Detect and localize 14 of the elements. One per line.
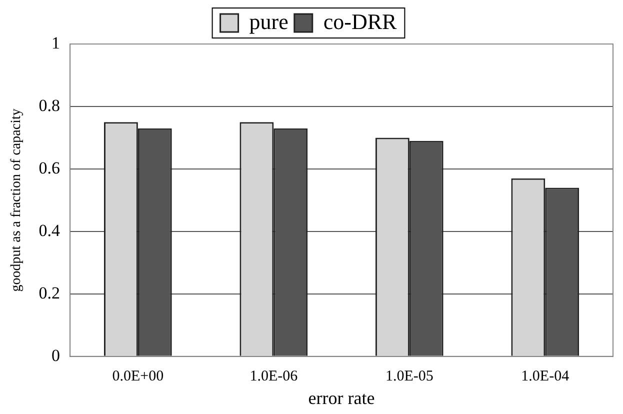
x-tick-label: 1.0E-04 (521, 368, 570, 384)
x-tick-label: 1.0E-05 (385, 368, 434, 384)
x-axis-title: error rate (308, 388, 375, 408)
x-tick-label: 1.0E-06 (250, 368, 298, 384)
y-tick-label: 0.2 (38, 283, 60, 302)
y-tick-label: 0.6 (38, 158, 60, 178)
x-tick-label: 0.0E+00 (112, 368, 164, 384)
legend-label: co-DRR (323, 8, 398, 34)
y-tick-label: 0 (52, 346, 60, 365)
y-tick-label: 0.4 (38, 220, 61, 240)
legend-label: pure (249, 8, 288, 34)
y-axis-title: goodput as a fraction of capacity (9, 108, 24, 292)
y-tick-label: 1 (52, 33, 60, 52)
y-tick-label: 0.8 (38, 96, 60, 115)
